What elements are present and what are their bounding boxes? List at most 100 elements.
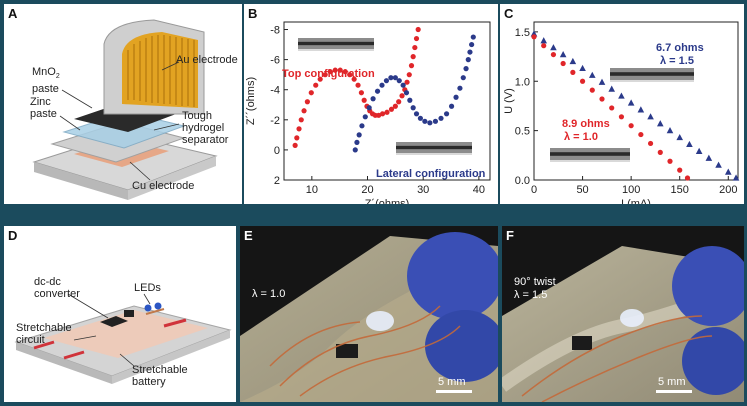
mno2-paste-label: MnO2 paste — [32, 66, 60, 96]
data-point — [392, 103, 398, 109]
series-1 — [531, 34, 691, 181]
data-point — [724, 168, 732, 175]
data-point — [666, 127, 674, 134]
data-point — [422, 118, 428, 124]
panel-e-scale-bar — [436, 390, 472, 393]
device-icon-lambda-1-5 — [610, 68, 694, 82]
data-point — [467, 49, 473, 55]
data-point — [579, 78, 586, 84]
series-1 — [352, 34, 476, 153]
data-point — [732, 174, 740, 181]
x-tick-label: 200 — [719, 184, 737, 196]
data-point — [413, 111, 420, 117]
data-point — [647, 113, 654, 120]
data-point — [406, 72, 412, 78]
data-point — [388, 75, 394, 81]
panel-f-scale-bar — [656, 390, 692, 393]
panel-e-label: E — [244, 228, 253, 243]
x-tick-label: 0 — [531, 184, 537, 196]
zinc-paste-label: Zinc paste — [30, 96, 57, 120]
data-point — [388, 106, 395, 112]
y-tick-label: 2 — [274, 175, 280, 187]
data-point — [415, 26, 421, 33]
data-point — [647, 140, 654, 147]
data-point — [676, 133, 684, 141]
data-point — [358, 90, 364, 96]
resistance-red-label: 8.9 ohms — [562, 118, 610, 130]
axes — [283, 21, 491, 181]
data-point — [359, 123, 365, 129]
panel-b: B 10 20 30 40 -8 -6 -4 -2 0 2 Z´(ohms) Z´´(ohms) To… — [244, 4, 498, 204]
data-point — [296, 126, 302, 132]
x-tick-label: 20 — [361, 184, 373, 196]
data-point — [588, 71, 596, 78]
data-point — [352, 147, 358, 153]
data-point — [347, 72, 353, 78]
panel-d: D dc-dc converter LEDs Stretchable circuit… — [4, 226, 236, 402]
data-point — [383, 78, 390, 84]
x-tick-label: 30 — [417, 184, 429, 196]
panel-e-scale-label: 5 mm — [438, 376, 466, 388]
data-point — [317, 76, 323, 82]
data-point — [540, 37, 548, 44]
data-point — [531, 34, 537, 40]
data-point — [608, 85, 616, 92]
data-point — [413, 35, 420, 42]
data-point — [637, 106, 645, 113]
panel-d-label: D — [8, 228, 18, 243]
data-point — [327, 69, 333, 75]
device-icon-lambda-1-0 — [550, 148, 630, 162]
panel-f-photo: F 90° twist λ = 1.5 5 mm — [502, 226, 744, 402]
y-tick-label: 1.0 — [515, 76, 530, 88]
data-point — [550, 44, 557, 51]
panel-c-label: C — [504, 6, 514, 21]
data-point — [686, 140, 693, 148]
data-point — [465, 57, 471, 63]
data-point — [598, 78, 606, 85]
stretchable-device-diagram — [14, 293, 232, 384]
y-tick-label: -8 — [270, 25, 280, 37]
panel-f-lambda: λ = 1.5 — [514, 289, 548, 301]
data-point — [570, 69, 576, 75]
y-axis-label: U (V) — [503, 88, 515, 114]
y-tick-label: -2 — [270, 115, 280, 127]
lateral-config-device-icon — [396, 142, 472, 155]
data-point — [438, 115, 444, 121]
data-point — [453, 94, 459, 100]
data-point — [342, 69, 348, 75]
panel-f-scale-label: 5 mm — [658, 376, 686, 388]
data-point — [399, 93, 405, 99]
twisted-device-photo-illustration — [502, 226, 744, 402]
data-point — [403, 90, 410, 96]
data-point — [684, 175, 691, 181]
top-config-device-icon — [298, 38, 374, 51]
data-point — [627, 99, 635, 106]
data-point — [550, 51, 557, 58]
data-point — [657, 149, 663, 155]
data-point — [628, 123, 634, 129]
data-point — [355, 82, 361, 88]
data-point — [304, 99, 310, 105]
data-point — [412, 44, 418, 51]
data-point — [396, 99, 402, 105]
data-point — [361, 97, 367, 103]
data-point — [374, 88, 381, 94]
data-point — [469, 41, 475, 48]
data-point — [396, 78, 402, 84]
data-point — [541, 43, 547, 49]
y-tick-label: 0.0 — [515, 175, 530, 187]
dc-dc-converter-label: dc-dc converter — [34, 276, 80, 300]
data-point — [463, 66, 469, 72]
data-point — [370, 96, 376, 102]
data-point — [410, 105, 416, 111]
iv-chart: 0 50 100 150 200 0.0 0.5 1.0 1.5 I (mA) U (V) — [503, 21, 740, 204]
lateral-configuration-label: Lateral configuration — [376, 168, 486, 180]
data-point — [356, 132, 362, 138]
data-point — [313, 82, 319, 88]
data-point — [589, 87, 595, 93]
panel-f-twist: 90° twist — [514, 276, 556, 288]
data-point — [560, 60, 566, 67]
data-point — [400, 82, 406, 88]
data-point — [638, 131, 644, 138]
panel-f-label: F — [506, 228, 514, 243]
